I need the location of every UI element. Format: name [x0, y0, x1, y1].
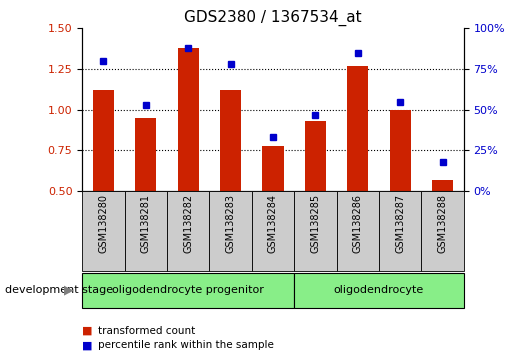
Text: GSM138280: GSM138280 [99, 194, 108, 252]
Text: GSM138283: GSM138283 [226, 194, 235, 252]
Text: ■: ■ [82, 326, 93, 336]
Bar [421, 191, 464, 271]
Bar [220, 90, 241, 191]
Title: GDS2380 / 1367534_at: GDS2380 / 1367534_at [184, 9, 362, 25]
Bar [294, 273, 464, 308]
Bar [82, 191, 125, 271]
Text: oligodendrocyte progenitor: oligodendrocyte progenitor [112, 285, 264, 295]
Bar [390, 110, 411, 191]
Bar [167, 191, 209, 271]
Text: GSM138286: GSM138286 [353, 194, 363, 252]
Text: GSM138282: GSM138282 [183, 194, 193, 253]
Bar [305, 121, 326, 191]
Text: percentile rank within the sample: percentile rank within the sample [98, 340, 274, 350]
Text: GSM138281: GSM138281 [141, 194, 151, 252]
Bar [347, 66, 368, 191]
Text: GSM138288: GSM138288 [438, 194, 447, 252]
Bar [262, 145, 284, 191]
Text: GSM138287: GSM138287 [395, 194, 405, 253]
Bar [125, 191, 167, 271]
Bar [135, 118, 156, 191]
Text: ■: ■ [82, 340, 93, 350]
Bar [252, 191, 294, 271]
Text: GSM138284: GSM138284 [268, 194, 278, 252]
Bar [82, 273, 294, 308]
Text: development stage: development stage [5, 285, 113, 295]
Bar [379, 191, 421, 271]
Bar [294, 191, 337, 271]
Bar [209, 191, 252, 271]
Bar [93, 90, 114, 191]
Text: ▶: ▶ [64, 284, 74, 297]
Text: transformed count: transformed count [98, 326, 195, 336]
Text: oligodendrocyte: oligodendrocyte [334, 285, 424, 295]
Text: GSM138285: GSM138285 [311, 194, 320, 253]
Bar [178, 48, 199, 191]
Bar [432, 180, 453, 191]
Bar [337, 191, 379, 271]
